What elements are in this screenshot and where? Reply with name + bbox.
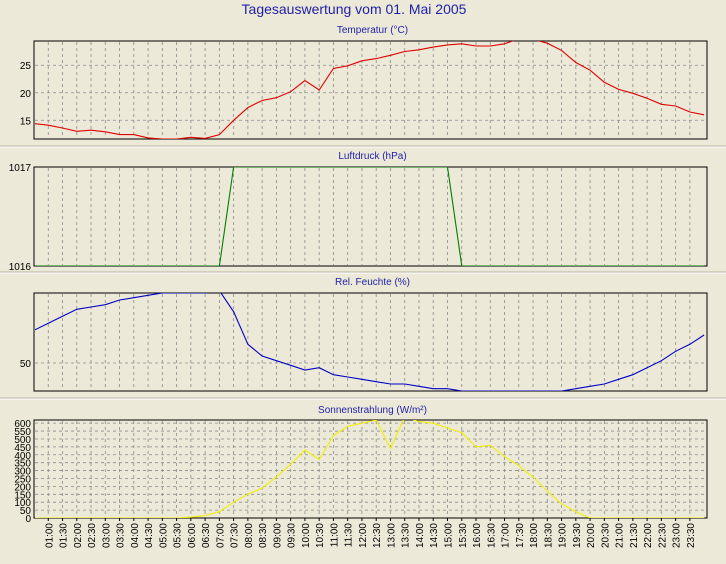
x-tick-label: 21:30	[629, 523, 640, 548]
y-tick-label: 1017	[9, 163, 32, 174]
series-line-3	[35, 293, 705, 391]
y-tick-label: 350	[14, 459, 31, 470]
plot-area	[33, 292, 708, 392]
x-tick-label: 04:30	[144, 523, 155, 548]
report-title: Tagesauswertung vom 01. Mai 2005	[242, 1, 467, 17]
x-tick-label: 23:00	[672, 523, 683, 548]
y-tick-label: 25	[20, 61, 32, 72]
chart-panel-3: 50 Rel. Feuchte (%)	[0, 277, 726, 400]
x-tick-label: 20:30	[600, 523, 611, 548]
x-tick-label: 06:00	[187, 523, 198, 548]
x-tick-label: 10:00	[301, 523, 312, 548]
x-tick-label: 18:00	[529, 523, 540, 548]
x-tick-label: 05:30	[173, 523, 184, 548]
series-line-4	[35, 420, 705, 518]
x-tick-label: 18:30	[543, 523, 554, 548]
x-tick-label: 01:00	[44, 523, 55, 548]
y-tick-label: 100	[14, 498, 31, 509]
x-tick-label: 19:30	[572, 523, 583, 548]
chart-panel-2: 1016 1017 Luftdruck (hPa)	[0, 151, 726, 274]
x-tick-label: 17:30	[515, 523, 526, 548]
x-tick-label: 08:00	[244, 523, 255, 548]
x-tick-label: 06:30	[201, 523, 212, 548]
plot-area	[33, 419, 708, 519]
x-tick-label: 05:00	[158, 523, 169, 548]
x-tick-label: 15:00	[443, 523, 454, 548]
y-tick-label: 15	[20, 116, 32, 127]
y-tick-label: 450	[14, 443, 31, 454]
x-tick-label: 22:00	[643, 523, 654, 548]
x-tick-label: 07:00	[215, 523, 226, 548]
series-line-1	[35, 41, 705, 139]
x-tick-label: 23:30	[686, 523, 697, 548]
x-tick-label: 14:30	[429, 523, 440, 548]
x-tick-label: 08:30	[258, 523, 269, 548]
y-tick-label: 200	[14, 482, 31, 493]
y-tick-label: 1016	[9, 262, 32, 273]
panel-title: Sonnenstrahlung (W/m²)	[318, 405, 427, 416]
x-tick-label: 19:00	[558, 523, 569, 548]
x-tick-label: 04:00	[130, 523, 141, 548]
x-tick-label: 03:30	[116, 523, 127, 548]
x-tick-label: 13:30	[401, 523, 412, 548]
y-tick-label: 50	[20, 506, 32, 517]
x-tick-label: 21:00	[615, 523, 626, 548]
panel-title: Temperatur (°C)	[337, 25, 408, 36]
plot-area	[33, 166, 708, 267]
y-tick-label: 400	[14, 451, 31, 462]
y-tick-label: 500	[14, 435, 31, 446]
x-tick-label: 01:30	[59, 523, 70, 548]
x-tick-label: 09:00	[272, 523, 283, 548]
x-tick-label: 12:30	[372, 523, 383, 548]
x-tick-label: 02:00	[73, 523, 84, 548]
y-tick-label: 250	[14, 474, 31, 485]
y-tick-label: 20	[20, 89, 32, 100]
chart-panel-1: 15 20 25 Temperatur (°C)	[0, 25, 726, 148]
x-tick-label: 17:00	[501, 523, 512, 548]
x-tick-label: 11:30	[344, 523, 355, 548]
x-tick-label: 09:30	[287, 523, 298, 548]
x-tick-label: 22:30	[657, 523, 668, 548]
x-tick-label: 20:00	[586, 523, 597, 548]
x-tick-label: 11:00	[329, 523, 340, 548]
x-tick-label: 07:30	[230, 523, 241, 548]
x-tick-label: 16:30	[486, 523, 497, 548]
y-tick-label: 50	[20, 359, 32, 370]
plot-area	[33, 40, 708, 140]
x-tick-label: 10:30	[315, 523, 326, 548]
y-tick-label: 150	[14, 490, 31, 501]
panel-title: Rel. Feuchte (%)	[335, 277, 410, 288]
x-tick-label: 13:00	[386, 523, 397, 548]
x-tick-label: 03:00	[101, 523, 112, 548]
panel-title: Luftdruck (hPa)	[338, 151, 406, 162]
x-tick-label: 14:00	[415, 523, 426, 548]
y-tick-label: 300	[14, 467, 31, 478]
x-tick-label: 12:00	[358, 523, 369, 548]
x-tick-label: 15:30	[458, 523, 469, 548]
x-tick-label: 02:30	[87, 523, 98, 548]
y-tick-label: 600	[14, 419, 31, 430]
y-tick-label: 0	[25, 514, 31, 525]
x-tick-label: 16:00	[472, 523, 483, 548]
y-tick-label: 550	[14, 427, 31, 438]
